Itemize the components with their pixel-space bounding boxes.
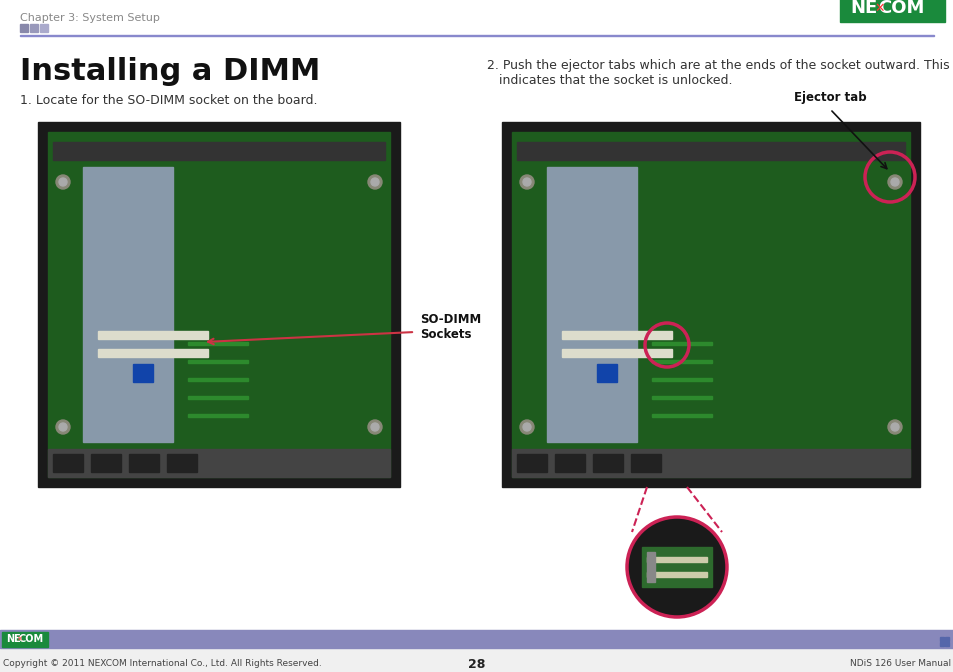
Bar: [30, 24, 38, 32]
Bar: [561, 331, 671, 339]
Circle shape: [887, 175, 901, 189]
Bar: [0, 630, 953, 672]
Bar: [555, 454, 584, 472]
Bar: [939, 637, 943, 641]
Bar: [53, 142, 385, 160]
Bar: [651, 342, 711, 345]
Bar: [651, 360, 711, 363]
Bar: [188, 378, 248, 381]
Bar: [98, 349, 208, 357]
Bar: [630, 454, 660, 472]
Bar: [512, 132, 909, 477]
Bar: [944, 637, 948, 641]
Bar: [188, 396, 248, 399]
Circle shape: [519, 420, 534, 434]
Bar: [98, 331, 208, 339]
Bar: [53, 454, 83, 472]
Circle shape: [626, 517, 726, 617]
Circle shape: [519, 175, 534, 189]
Text: NE: NE: [6, 634, 21, 644]
Bar: [20, 34, 933, 36]
Bar: [651, 396, 711, 399]
Text: ✕: ✕: [16, 636, 22, 642]
Circle shape: [371, 423, 378, 431]
Bar: [641, 547, 711, 587]
Bar: [188, 342, 248, 345]
Bar: [517, 142, 904, 160]
Bar: [512, 449, 909, 477]
Bar: [944, 642, 948, 646]
Bar: [597, 364, 617, 382]
Bar: [129, 454, 159, 472]
Text: Installing a DIMM: Installing a DIMM: [20, 58, 320, 87]
Bar: [561, 349, 671, 357]
Text: SO-DIMM
Sockets: SO-DIMM Sockets: [419, 313, 480, 341]
Text: 2. Push the ejector tabs which are at the ends of the socket outward. This: 2. Push the ejector tabs which are at th…: [486, 58, 948, 71]
Bar: [501, 122, 919, 487]
Bar: [40, 24, 48, 32]
Text: NE: NE: [849, 0, 877, 17]
Text: Copyright © 2011 NEXCOM International Co., Ltd. All Rights Reserved.: Copyright © 2011 NEXCOM International Co…: [3, 659, 321, 669]
Bar: [840, 0, 944, 22]
Bar: [48, 449, 390, 477]
Text: COM: COM: [877, 0, 923, 17]
Bar: [188, 360, 248, 363]
Circle shape: [56, 420, 70, 434]
Bar: [38, 122, 399, 487]
Circle shape: [890, 178, 898, 186]
Circle shape: [368, 420, 381, 434]
Text: Chapter 3: System Setup: Chapter 3: System Setup: [20, 13, 160, 23]
Bar: [646, 552, 655, 582]
Bar: [0, 630, 953, 648]
Circle shape: [59, 178, 67, 186]
Text: Ejector tab: Ejector tab: [793, 91, 865, 103]
Bar: [91, 454, 121, 472]
Bar: [132, 364, 152, 382]
Bar: [646, 572, 706, 577]
Circle shape: [56, 175, 70, 189]
Bar: [593, 454, 622, 472]
Circle shape: [890, 423, 898, 431]
Bar: [188, 414, 248, 417]
Bar: [546, 167, 637, 442]
Circle shape: [59, 423, 67, 431]
Text: ✕: ✕: [873, 1, 883, 15]
Text: 28: 28: [468, 657, 485, 671]
Circle shape: [371, 178, 378, 186]
Bar: [651, 378, 711, 381]
Text: 1. Locate for the SO-DIMM socket on the board.: 1. Locate for the SO-DIMM socket on the …: [20, 93, 317, 106]
Bar: [517, 454, 546, 472]
Bar: [48, 132, 390, 477]
Text: indicates that the socket is unlocked.: indicates that the socket is unlocked.: [498, 75, 732, 87]
Text: NDiS 126 User Manual: NDiS 126 User Manual: [849, 659, 950, 669]
Bar: [651, 414, 711, 417]
Bar: [167, 454, 196, 472]
Bar: [646, 557, 706, 562]
Circle shape: [522, 423, 531, 431]
Circle shape: [368, 175, 381, 189]
Circle shape: [887, 420, 901, 434]
Bar: [939, 642, 943, 646]
Circle shape: [522, 178, 531, 186]
Text: COM: COM: [19, 634, 44, 644]
Bar: [2, 632, 48, 647]
Bar: [83, 167, 172, 442]
Bar: [20, 24, 28, 32]
